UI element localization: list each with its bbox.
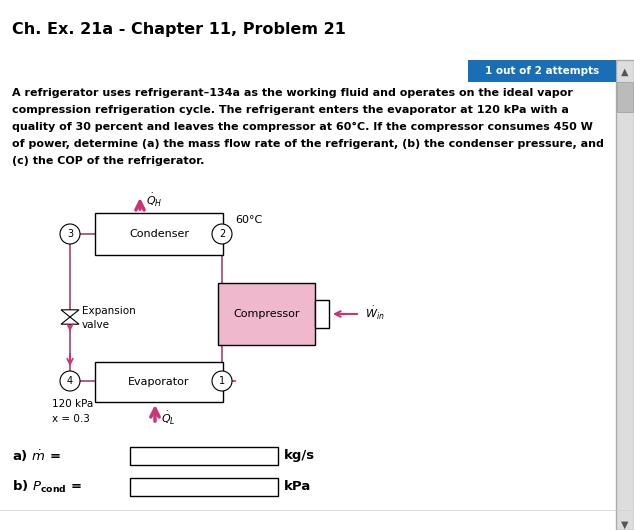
FancyBboxPatch shape [617, 82, 633, 112]
Text: quality of 30 percent and leaves the compressor at 60°C. If the compressor consu: quality of 30 percent and leaves the com… [12, 122, 593, 132]
Bar [130, 447, 278, 465]
Text: $\dot{Q}_L$: $\dot{Q}_L$ [161, 410, 176, 427]
Text: 4: 4 [67, 376, 73, 386]
Text: compression refrigeration cycle. The refrigerant enters the evaporator at 120 kP: compression refrigeration cycle. The ref… [12, 105, 569, 115]
Bar [315, 300, 329, 328]
Bar [218, 283, 315, 345]
Polygon shape [61, 317, 79, 324]
Text: kPa: kPa [284, 481, 311, 493]
Text: valve: valve [82, 320, 110, 330]
Text: Evaporator: Evaporator [128, 377, 190, 387]
Text: kg/s: kg/s [284, 449, 315, 463]
Text: 1: 1 [219, 376, 225, 386]
Text: Expansion: Expansion [82, 306, 136, 316]
Circle shape [60, 224, 80, 244]
Text: of power, determine (a) the mass flow rate of the refrigerant, (b) the condenser: of power, determine (a) the mass flow ra… [12, 139, 604, 149]
Text: 1 out of 2 attempts: 1 out of 2 attempts [485, 66, 599, 76]
Text: a) $\dot{m}$ =: a) $\dot{m}$ = [12, 448, 61, 464]
Text: x = 0.3: x = 0.3 [52, 414, 90, 424]
Text: $\dot{Q}_H$: $\dot{Q}_H$ [146, 191, 162, 208]
Text: Compressor: Compressor [233, 309, 300, 319]
Text: Condenser: Condenser [129, 229, 189, 239]
FancyBboxPatch shape [616, 60, 634, 530]
Circle shape [60, 371, 80, 391]
Text: A refrigerator uses refrigerant–134a as the working fluid and operates on the id: A refrigerator uses refrigerant–134a as … [12, 88, 573, 98]
Text: $\dot{W}_{in}$: $\dot{W}_{in}$ [365, 305, 385, 322]
FancyBboxPatch shape [468, 60, 616, 82]
Circle shape [212, 224, 232, 244]
Bar [95, 213, 223, 255]
Text: ▼: ▼ [621, 520, 629, 530]
Text: ▲: ▲ [621, 67, 629, 77]
Bar [95, 362, 223, 402]
Text: (c) the COP of the refrigerator.: (c) the COP of the refrigerator. [12, 156, 204, 166]
Bar [130, 478, 278, 496]
Text: Ch. Ex. 21a - Chapter 11, Problem 21: Ch. Ex. 21a - Chapter 11, Problem 21 [12, 22, 346, 37]
Circle shape [212, 371, 232, 391]
Text: 3: 3 [67, 229, 73, 239]
Text: b) $P_{\mathregular{cond}}$ =: b) $P_{\mathregular{cond}}$ = [12, 479, 82, 495]
Polygon shape [61, 310, 79, 317]
Text: 2: 2 [219, 229, 225, 239]
Text: 120 kPa: 120 kPa [52, 399, 93, 409]
Text: 60°C: 60°C [235, 215, 262, 225]
